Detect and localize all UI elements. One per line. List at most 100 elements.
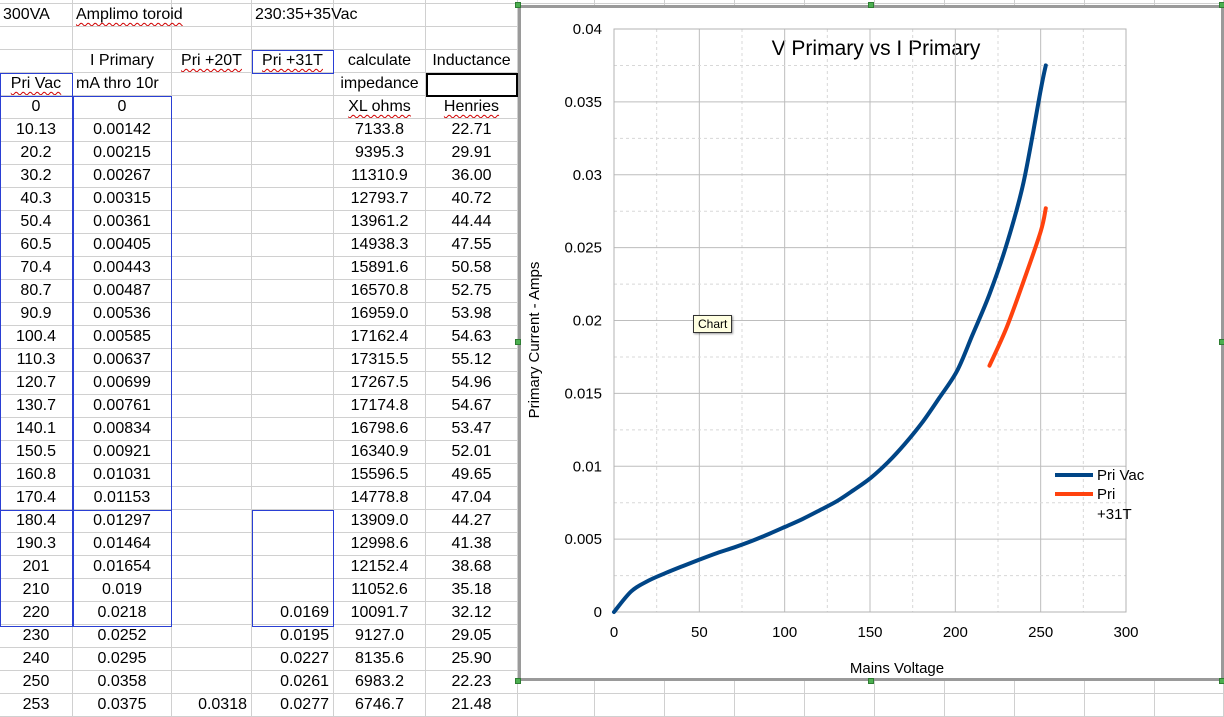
- cell-inductance[interactable]: 29.05: [426, 625, 518, 648]
- cell-voltage[interactable]: 50.4: [0, 211, 73, 234]
- cell-inductance[interactable]: 40.72: [426, 188, 518, 211]
- cell-pri-31t[interactable]: [252, 280, 334, 303]
- cell-current[interactable]: 0.01464: [73, 533, 172, 556]
- cell-current[interactable]: 0.0375: [73, 694, 172, 717]
- cell-pri-31t[interactable]: 0.0195: [252, 625, 334, 648]
- cell[interactable]: [518, 671, 595, 694]
- cell-impedance[interactable]: 11310.9: [334, 165, 426, 188]
- cell-voltage[interactable]: 130.7: [0, 395, 73, 418]
- cell-voltage[interactable]: 120.7: [0, 372, 73, 395]
- cell-impedance[interactable]: 12998.6: [334, 533, 426, 556]
- cell-pri-31t[interactable]: [252, 303, 334, 326]
- cell-pri-31t[interactable]: [252, 556, 334, 579]
- chart-resize-handle-right[interactable]: [1219, 339, 1224, 345]
- cell-impedance[interactable]: 17174.8: [334, 395, 426, 418]
- cell[interactable]: [945, 694, 1015, 717]
- cell-current[interactable]: 0.01031: [73, 464, 172, 487]
- chart-resize-handle-top[interactable]: [868, 2, 874, 8]
- cell-voltage[interactable]: 10.13: [0, 119, 73, 142]
- cell[interactable]: [0, 27, 73, 50]
- cell-pri-31t[interactable]: [252, 487, 334, 510]
- cell-inductance[interactable]: [426, 96, 518, 119]
- cell[interactable]: [595, 694, 665, 717]
- cell-inductance[interactable]: 36.00: [426, 165, 518, 188]
- cell[interactable]: [334, 27, 426, 50]
- cell-impedance[interactable]: 11052.6: [334, 579, 426, 602]
- cell[interactable]: [875, 0, 945, 4]
- cell-pri-31t[interactable]: [252, 326, 334, 349]
- cell-current[interactable]: 0.0218: [73, 602, 172, 625]
- cell[interactable]: [426, 27, 518, 50]
- cell[interactable]: [1085, 671, 1155, 694]
- cell-voltage[interactable]: 201: [0, 556, 73, 579]
- cell[interactable]: [0, 0, 73, 4]
- cell-inductance[interactable]: 49.65: [426, 464, 518, 487]
- cell-pri-31t[interactable]: [252, 464, 334, 487]
- cell-current[interactable]: 0.00536: [73, 303, 172, 326]
- cell[interactable]: [1015, 671, 1085, 694]
- cell-pri-20t[interactable]: [172, 648, 252, 671]
- cell-voltage[interactable]: 90.9: [0, 303, 73, 326]
- cell-voltage[interactable]: 60.5: [0, 234, 73, 257]
- chart-resize-handle-top-right[interactable]: [1219, 2, 1224, 8]
- cell-current[interactable]: 0.00585: [73, 326, 172, 349]
- cell-inductance[interactable]: 25.90: [426, 648, 518, 671]
- cell-impedance[interactable]: 17315.5: [334, 349, 426, 372]
- cell-current[interactable]: 0.01654: [73, 556, 172, 579]
- cell-voltage[interactable]: 220: [0, 602, 73, 625]
- cell-voltage[interactable]: 0: [0, 96, 73, 119]
- cell[interactable]: [1015, 0, 1085, 4]
- cell-impedance[interactable]: 15596.5: [334, 464, 426, 487]
- cell-pri-20t[interactable]: [172, 326, 252, 349]
- cell-impedance[interactable]: 10091.7: [334, 602, 426, 625]
- cell[interactable]: [875, 671, 945, 694]
- cell-inductance[interactable]: 35.18: [426, 579, 518, 602]
- cell-inductance[interactable]: 54.63: [426, 326, 518, 349]
- cell[interactable]: [426, 73, 518, 96]
- cell-inductance[interactable]: 50.58: [426, 257, 518, 280]
- cell-voltage[interactable]: 80.7: [0, 280, 73, 303]
- cell-inductance[interactable]: 54.96: [426, 372, 518, 395]
- cell-pri-20t[interactable]: [172, 510, 252, 533]
- cell[interactable]: [252, 73, 334, 96]
- cell-pri-20t[interactable]: [172, 234, 252, 257]
- cell-pri-31t[interactable]: [252, 142, 334, 165]
- cell-pri-20t[interactable]: [172, 487, 252, 510]
- cell[interactable]: [735, 694, 805, 717]
- cell-pri-31t[interactable]: [252, 165, 334, 188]
- cell-pri-31t[interactable]: [252, 211, 334, 234]
- cell-voltage[interactable]: 70.4: [0, 257, 73, 280]
- cell[interactable]: [1015, 694, 1085, 717]
- cell-pri-31t[interactable]: [252, 441, 334, 464]
- cell-pri-31t[interactable]: [252, 96, 334, 119]
- cell-pri-20t[interactable]: [172, 349, 252, 372]
- cell-pri-20t[interactable]: [172, 165, 252, 188]
- chart-resize-handle-top-left[interactable]: [515, 2, 521, 8]
- cell[interactable]: [172, 73, 252, 96]
- cell-inductance[interactable]: 44.44: [426, 211, 518, 234]
- cell-voltage[interactable]: 20.2: [0, 142, 73, 165]
- cell[interactable]: [595, 0, 665, 4]
- cell-voltage[interactable]: 100.4: [0, 326, 73, 349]
- cell-inductance[interactable]: 41.38: [426, 533, 518, 556]
- cell-pri-20t[interactable]: [172, 441, 252, 464]
- cell-f3[interactable]: Inductance: [426, 50, 518, 73]
- cell-pri-20t[interactable]: [172, 96, 252, 119]
- cell[interactable]: [172, 0, 252, 4]
- cell-current[interactable]: 0.01297: [73, 510, 172, 533]
- cell-impedance[interactable]: 9395.3: [334, 142, 426, 165]
- cell-b4[interactable]: mA thro 10r: [73, 73, 172, 96]
- cell-pri-20t[interactable]: [172, 533, 252, 556]
- cell-pri-20t[interactable]: [172, 556, 252, 579]
- cell-inductance[interactable]: 52.75: [426, 280, 518, 303]
- cell-pri-20t[interactable]: [172, 142, 252, 165]
- cell-impedance[interactable]: 7133.8: [334, 119, 426, 142]
- cell-pri-20t[interactable]: [172, 303, 252, 326]
- cell-voltage[interactable]: 140.1: [0, 418, 73, 441]
- cell-current[interactable]: 0.00361: [73, 211, 172, 234]
- cell-current[interactable]: 0.01153: [73, 487, 172, 510]
- cell-pri-31t[interactable]: [252, 119, 334, 142]
- cell-c3[interactable]: Pri +20T: [172, 50, 252, 73]
- cell-impedance[interactable]: 9127.0: [334, 625, 426, 648]
- cell-current[interactable]: 0.00761: [73, 395, 172, 418]
